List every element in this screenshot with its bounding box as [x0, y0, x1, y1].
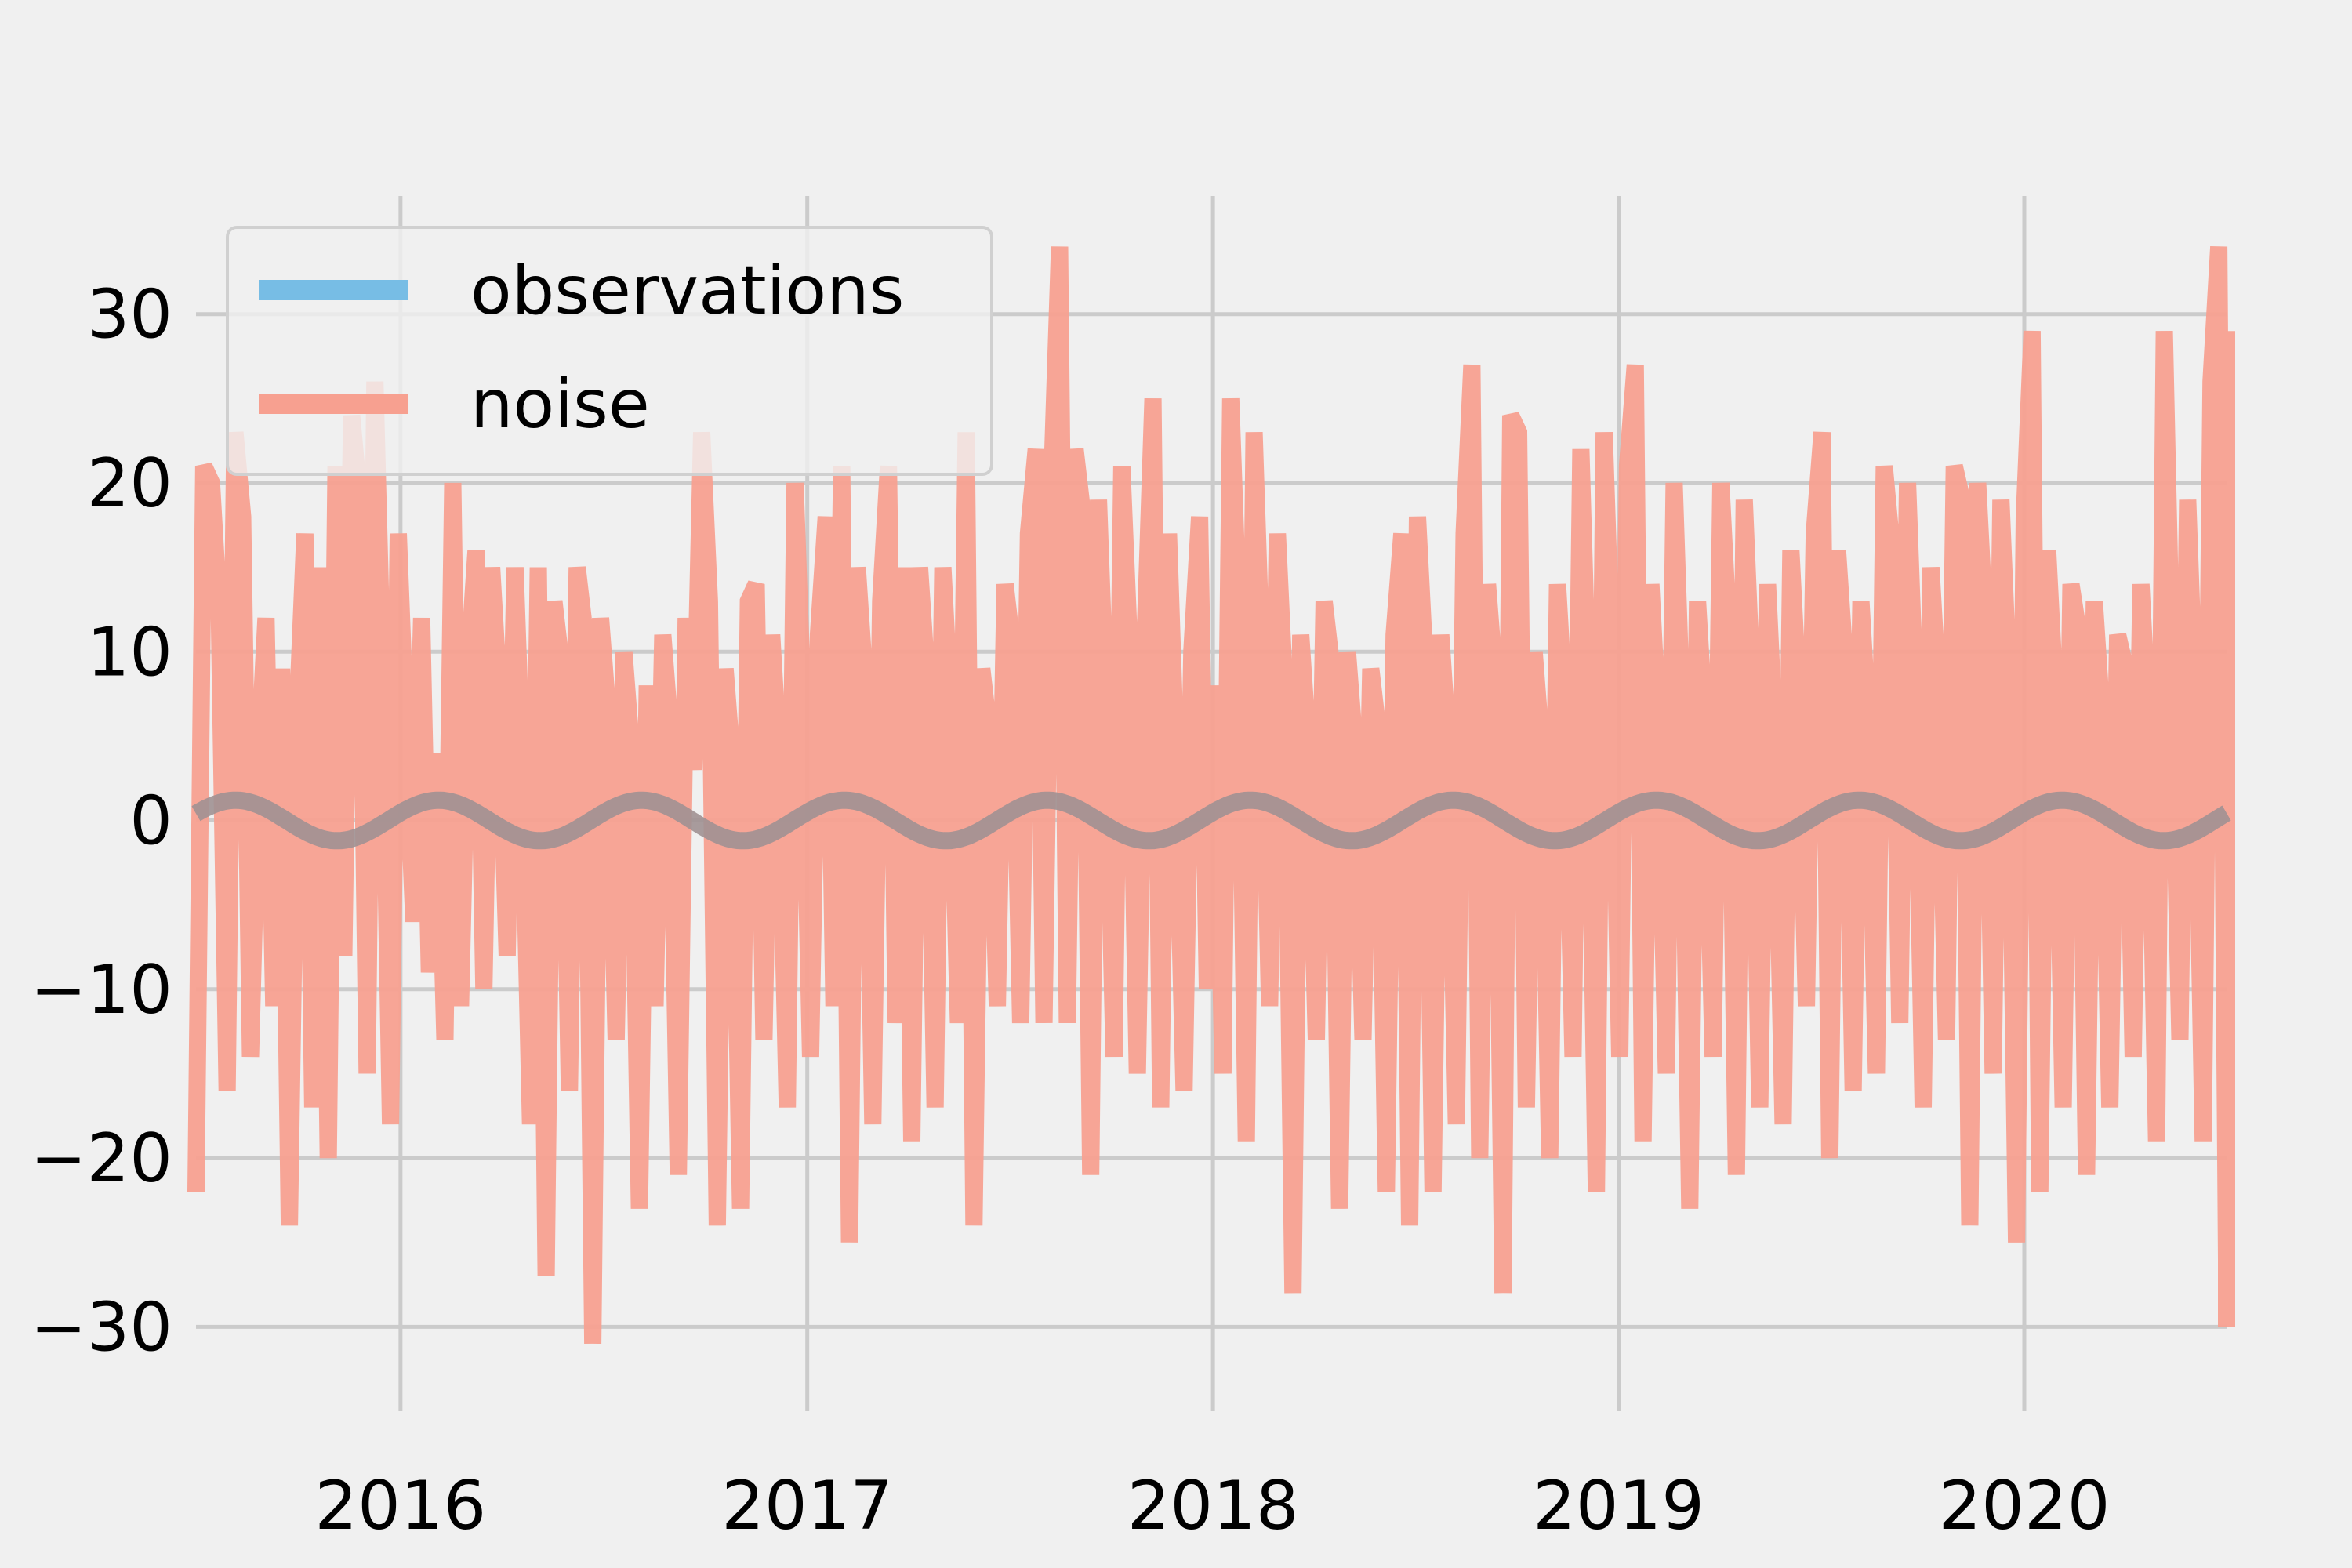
legend-label: observations	[470, 252, 904, 330]
x-axis-tick-labels: 2016 2017 2018 2019 2020	[314, 1467, 2110, 1545]
observations-series-line	[191, 791, 2231, 850]
x-tick-label: 2019	[1533, 1467, 1704, 1545]
y-tick-label: 0	[129, 782, 172, 861]
noise-series-line	[187, 245, 2235, 1345]
y-tick-label: 10	[87, 613, 172, 691]
x-tick-label: 2016	[314, 1467, 486, 1545]
y-tick-label: −30	[31, 1288, 173, 1367]
x-tick-label: 2017	[721, 1467, 893, 1545]
y-tick-label: 30	[87, 276, 172, 354]
y-tick-label: −10	[31, 951, 173, 1029]
legend: observations noise	[226, 226, 993, 476]
series-layer	[187, 245, 2235, 1345]
legend-box	[226, 226, 993, 476]
y-tick-label: −20	[31, 1120, 173, 1198]
x-tick-label: 2018	[1127, 1467, 1299, 1545]
y-tick-label: 20	[87, 445, 172, 523]
y-axis-tick-labels: −30 −20 −10 0 10 20 30	[31, 276, 173, 1367]
legend-label: noise	[470, 365, 650, 444]
x-tick-label: 2020	[1939, 1467, 2111, 1545]
